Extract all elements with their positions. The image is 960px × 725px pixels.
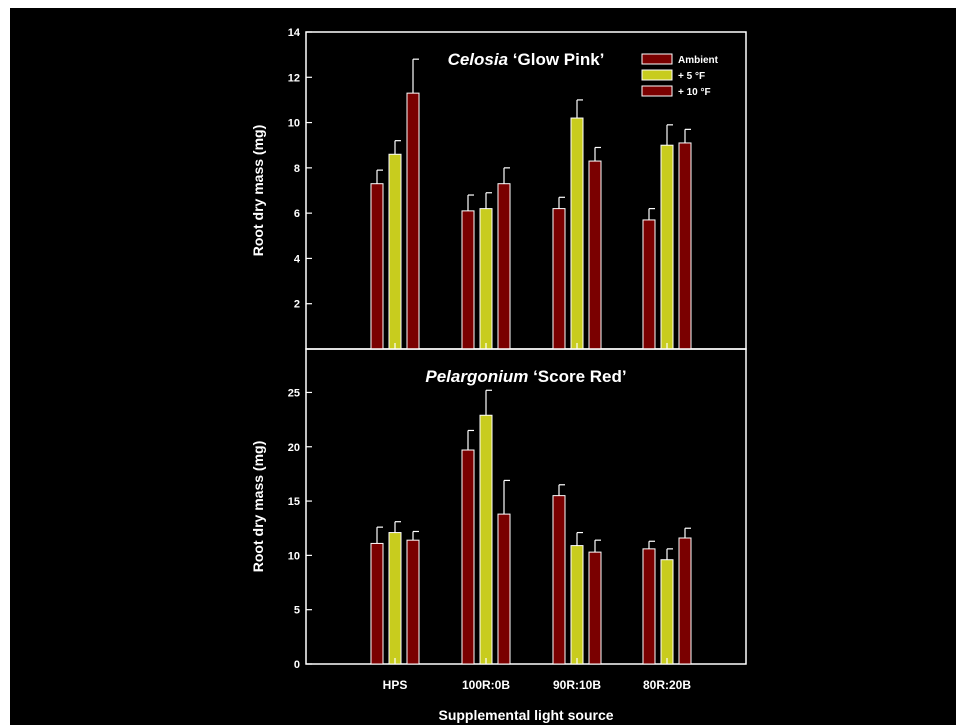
- bar: [370, 183, 384, 350]
- bar: [461, 449, 475, 665]
- bar: [497, 513, 511, 665]
- bar: [570, 545, 584, 665]
- chart-svg: 2 4 6 8 10 12 14 Root dry mass (mg) Celosia ‘Glo…: [250, 27, 747, 723]
- y-tick-label: 8: [294, 163, 300, 175]
- y-axis-label: Root dry mass (mg): [250, 125, 266, 256]
- y-tick-label: 2: [294, 299, 300, 311]
- y-tick-label: 5: [294, 605, 300, 617]
- x-tick-label: 100R:0B: [462, 678, 510, 692]
- legend-swatch: [641, 53, 673, 65]
- legend-label: + 10 °F: [678, 87, 711, 98]
- panel-2: 0 5 10 15 20 25 Root dry mass (mg) Pelargonium …: [250, 348, 747, 692]
- y-tick-label: 4: [294, 253, 301, 265]
- x-tick-label: 90R:10B: [553, 678, 601, 692]
- y-tick-label: 0: [294, 659, 300, 671]
- bar: [678, 537, 692, 665]
- bar: [660, 559, 674, 665]
- y-tick-label: 20: [288, 442, 300, 454]
- legend-label: + 5 °F: [678, 71, 705, 82]
- bar: [588, 551, 602, 665]
- y-tick-label: 15: [288, 496, 300, 508]
- legend: Ambient + 5 °F + 10 °F: [641, 53, 719, 98]
- bar: [479, 208, 493, 350]
- bar: [370, 542, 384, 665]
- y-tick-label: 10: [288, 550, 300, 562]
- bar: [461, 210, 475, 350]
- bar: [588, 160, 602, 350]
- bar: [642, 548, 656, 665]
- bar: [570, 117, 584, 350]
- x-tick-label: HPS: [383, 678, 408, 692]
- y-axis-label: Root dry mass (mg): [250, 441, 266, 572]
- legend-swatch: [641, 85, 673, 97]
- y-tick-label: 14: [288, 27, 301, 39]
- bar: [388, 532, 402, 665]
- y-tick-label: 10: [288, 118, 300, 130]
- bar: [552, 208, 566, 350]
- bar: [642, 219, 656, 350]
- bar: [406, 92, 420, 350]
- figure-background: 2 4 6 8 10 12 14 Root dry mass (mg) Celosia ‘Glo…: [10, 8, 956, 725]
- legend-swatch: [641, 69, 673, 81]
- bar: [660, 144, 674, 350]
- bar: [552, 495, 566, 665]
- bar: [406, 539, 420, 665]
- bar: [479, 414, 493, 665]
- panel-title-cultivar: ‘Score Red’: [528, 367, 626, 386]
- plot-frame: [305, 348, 747, 665]
- y-tick-label: 25: [288, 387, 300, 399]
- panel-title-genus: Pelargonium: [425, 367, 528, 386]
- panel-title: Celosia ‘Glow Pink’: [448, 50, 605, 69]
- panel-title-genus: Celosia: [448, 50, 508, 69]
- bar: [388, 153, 402, 350]
- panel-1: 2 4 6 8 10 12 14 Root dry mass (mg) Celosia ‘Glo…: [250, 27, 747, 350]
- y-tick-label: 6: [294, 208, 300, 220]
- legend-label: Ambient: [678, 55, 719, 66]
- bar: [497, 183, 511, 350]
- panel-title-cultivar: ‘Glow Pink’: [508, 50, 604, 69]
- bar: [678, 142, 692, 350]
- panel-title: Pelargonium ‘Score Red’: [425, 367, 626, 386]
- x-tick-label: 80R:20B: [643, 678, 691, 692]
- x-axis-label: Supplemental light source: [438, 707, 613, 723]
- y-tick-label: 12: [288, 72, 300, 84]
